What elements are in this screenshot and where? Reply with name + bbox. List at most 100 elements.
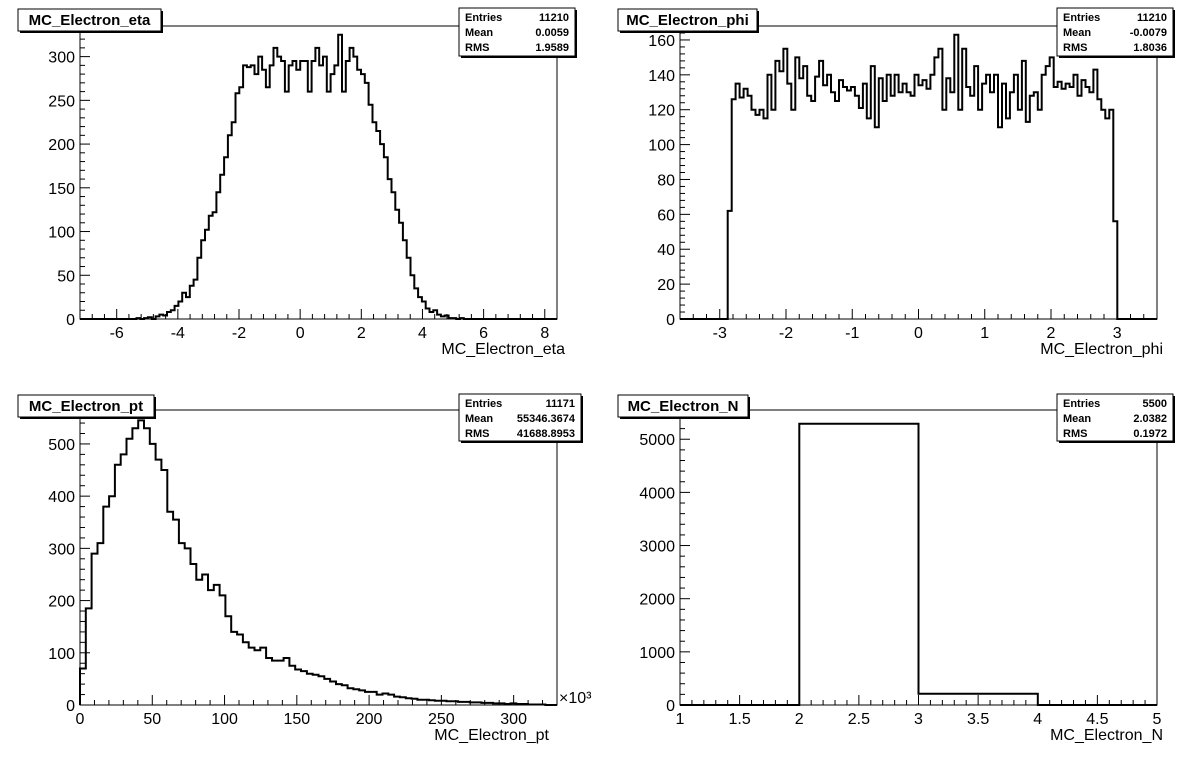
stats-label: Entries (1063, 398, 1100, 410)
stats-value: 0.0059 (535, 27, 569, 39)
y-tick-label: 300 (48, 50, 75, 67)
y-tick-label: 100 (48, 646, 75, 663)
y-tick-label: 120 (648, 103, 675, 120)
stats-value: 41688.8953 (517, 428, 575, 440)
x-tick-label: 150 (283, 711, 310, 728)
x-tick-label: -2 (779, 325, 793, 342)
x-tick-label: 1 (676, 711, 685, 728)
title-box (17, 394, 155, 418)
x-tick-label: -1 (845, 325, 859, 342)
x-tick-label: 0 (914, 325, 923, 342)
stats-value: 0.1972 (1133, 428, 1167, 440)
y-tick-label: 400 (48, 489, 75, 506)
histogram-title: MC_Electron_pt (29, 398, 143, 415)
x-tick-label: 0 (296, 325, 305, 342)
histogram-title: MC_Electron_N (628, 398, 739, 415)
stats-label: RMS (465, 42, 489, 54)
stats-value: 1.8036 (1133, 42, 1167, 54)
stats-value: -0.0079 (1130, 27, 1167, 39)
histogram-line (680, 422, 1157, 706)
stats-value: 55346.3674 (517, 413, 576, 425)
y-tick-label: 0 (66, 698, 75, 715)
x-tick-label: 50 (143, 711, 161, 728)
title-box (17, 8, 162, 32)
x-tick-label: 3.5 (967, 711, 989, 728)
y-tick-label: 200 (48, 594, 75, 611)
x-tick-label: 0 (76, 711, 85, 728)
x-tick-label: 2 (357, 325, 366, 342)
x-tick-label: 300 (500, 711, 527, 728)
histogram-title: MC_Electron_eta (29, 12, 151, 29)
y-tick-label: 1000 (639, 645, 675, 662)
histogram-line (79, 419, 557, 706)
stats-label: Entries (465, 12, 502, 24)
y-tick-label: 500 (48, 437, 75, 454)
stats-value: 1.9589 (535, 42, 569, 54)
stats-label: Mean (1063, 413, 1091, 425)
x-tick-label: 100 (211, 711, 238, 728)
y-tick-label: 3000 (639, 539, 675, 556)
histogram-panel-MC_Electron_phi: -3 -2 -1 0 1 2 3 0 20 40 60 80 100 120 140 160 MC_Electr… (617, 7, 1175, 358)
y-tick-label: 40 (657, 242, 675, 259)
x-tick-label: 1.5 (729, 711, 751, 728)
x-tick-label: 4 (418, 325, 427, 342)
y-tick-label: 160 (648, 33, 675, 50)
stats-value: 11210 (1137, 12, 1167, 24)
x-tick-label: 3 (1113, 325, 1122, 342)
plot-frame (679, 25, 1158, 320)
y-tick-label: 5000 (639, 432, 675, 449)
histogram-line (80, 33, 557, 320)
stats-box (458, 393, 582, 442)
x-tick-label: 2.5 (848, 711, 870, 728)
stats-value: 11210 (539, 12, 569, 24)
x-axis-multiplier: ×10³ (559, 690, 592, 707)
stats-value: 2.0382 (1133, 413, 1167, 425)
x-axis-title: MC_Electron_N (1050, 727, 1163, 744)
y-tick-label: 100 (48, 225, 75, 242)
x-tick-label: 3 (914, 711, 923, 728)
y-tick-label: 140 (648, 68, 675, 85)
stats-value: 11171 (546, 398, 575, 410)
x-tick-label: 250 (428, 711, 455, 728)
y-tick-label: 80 (657, 172, 675, 189)
stats-box (1056, 393, 1174, 442)
x-tick-label: 2 (1047, 325, 1056, 342)
x-axis-title: MC_Electron_phi (1040, 341, 1163, 358)
y-tick-label: 50 (57, 268, 75, 285)
y-tick-label: 2000 (639, 592, 675, 609)
stats-label: RMS (1063, 428, 1087, 440)
plot-frame (79, 25, 558, 320)
title-box (617, 8, 758, 32)
y-tick-label: 250 (48, 93, 75, 110)
x-axis-title: MC_Electron_eta (441, 341, 565, 358)
y-tick-label: 0 (666, 698, 675, 715)
x-tick-label: 4 (1033, 711, 1042, 728)
title-box (617, 394, 749, 418)
stats-label: Mean (465, 27, 493, 39)
y-tick-label: 0 (666, 312, 675, 329)
x-tick-label: 4.5 (1086, 711, 1108, 728)
stats-label: Mean (1063, 27, 1091, 39)
stats-label: RMS (1063, 42, 1087, 54)
plot-frame (79, 409, 558, 706)
x-tick-label: -3 (713, 325, 727, 342)
x-tick-label: 200 (356, 711, 383, 728)
stats-box (1056, 7, 1174, 57)
stats-label: Entries (465, 398, 502, 410)
x-tick-label: -6 (110, 325, 124, 342)
y-tick-label: 4000 (639, 485, 675, 502)
stats-box (458, 7, 576, 57)
y-tick-label: 200 (48, 137, 75, 154)
x-axis-title: MC_Electron_pt (434, 727, 549, 744)
x-tick-label: -4 (171, 325, 185, 342)
y-tick-label: 300 (48, 541, 75, 558)
histogram-line (680, 33, 1157, 320)
y-tick-label: 0 (66, 312, 75, 329)
histogram-panel-MC_Electron_pt: 0 50 100 150 200 250 300 0 100 200 300 400 500 MC_Ele… (17, 393, 592, 744)
stats-label: RMS (465, 428, 489, 440)
x-tick-label: 5 (1153, 711, 1162, 728)
histogram-panel-MC_Electron_eta: -6 -4 -2 0 2 4 6 8 0 50 100 150 200 250 300 MC_Electron… (17, 7, 577, 358)
histogram-panel-MC_Electron_N: 1 1.5 2 2.5 3 3.5 4 4.5 5 0 1000 2000 3000 4000 5000 MC… (617, 393, 1175, 744)
y-tick-label: 100 (648, 138, 675, 155)
